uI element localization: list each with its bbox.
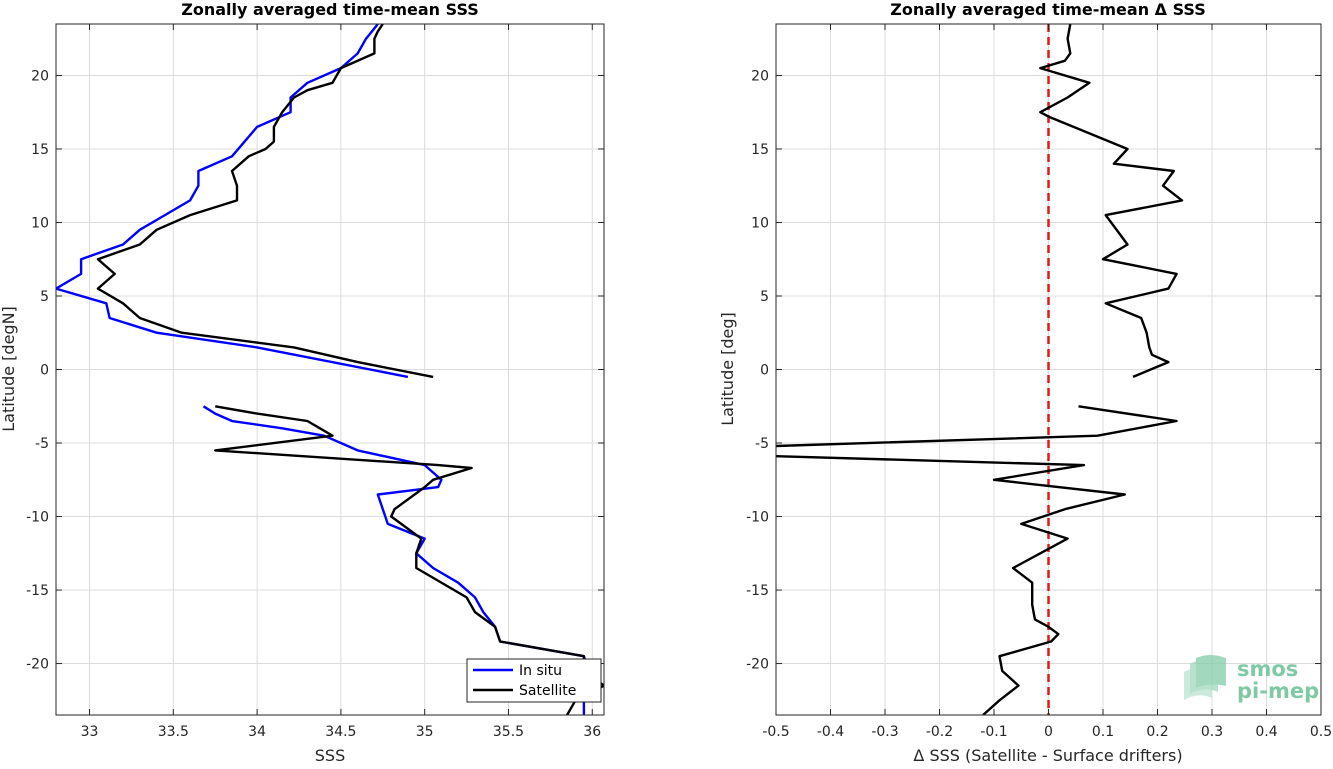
left-y-tick-label: 0 [40, 363, 49, 379]
right-x-axis-label: Δ SSS (Satellite - Surface drifters) [913, 746, 1182, 765]
logo-text-pi-mep: pi-mep [1237, 679, 1319, 703]
left-x-tick-label: 36 [583, 724, 601, 740]
right-panel: -0.5 -0.4 -0.3 -0.2 -0.1 0 0.1 0.2 0.3 0.4 0.5 -20 -… [718, 0, 1332, 765]
right-series-line-delta-sss [1039, 24, 1184, 379]
left-x-axis-label: SSS [315, 746, 345, 765]
right-y-tick-label: 20 [751, 68, 769, 84]
left-series-line-satellite [96, 24, 434, 379]
right-x-tick-label: -0.5 [762, 724, 789, 740]
left-grid [56, 24, 604, 715]
left-x-tick-label: 35.5 [493, 724, 524, 740]
legend-label-in-situ: In situ [519, 663, 562, 679]
right-x-tick-label: -0.2 [926, 724, 953, 740]
right-y-tick-label: -5 [755, 436, 769, 452]
left-x-tick-label: 35 [416, 724, 434, 740]
left-x-tick-label: 34.5 [325, 724, 356, 740]
right-y-tick-label: 15 [751, 142, 769, 158]
right-y-tick-label: 10 [751, 215, 769, 231]
right-x-tick-label: -0.4 [817, 724, 844, 740]
right-x-tick-label: 0.5 [1310, 724, 1332, 740]
legend: In situ Satellite [466, 658, 602, 703]
left-x-tick-label: 33.5 [158, 724, 189, 740]
right-x-tick-label: 0.3 [1201, 724, 1223, 740]
left-y-tick-label: 5 [40, 289, 49, 305]
right-x-tick-label: -0.3 [871, 724, 898, 740]
right-y-tick-label: 0 [760, 363, 769, 379]
left-y-tick-label: 20 [31, 68, 49, 84]
right-title: Zonally averaged time-mean Δ SSS [890, 0, 1206, 19]
right-x-tick-label: -0.1 [980, 724, 1007, 740]
right-y-tick-label: 5 [760, 289, 769, 305]
right-series-line-delta-sss [776, 455, 1127, 715]
right-x-tick-label: 0 [1044, 724, 1053, 740]
right-data-lines [776, 24, 1184, 715]
right-series-line-delta-sss [776, 405, 1178, 448]
left-title: Zonally averaged time-mean SSS [181, 0, 479, 19]
left-x-tick-label: 33 [81, 724, 99, 740]
left-y-tick-label: -5 [35, 436, 49, 452]
left-panel: 33 33.5 34 34.5 35 35.5 36-20-15-10-505101520 … [0, 0, 605, 765]
right-y-axis-label: Latitude [deg] [718, 312, 737, 426]
logo-waves-icon [1184, 655, 1226, 700]
right-x-tick-label: 0.4 [1255, 724, 1277, 740]
right-y-tick-label: -10 [746, 510, 769, 526]
right-x-tick-label: 0.2 [1146, 724, 1168, 740]
left-y-tick-label: -10 [26, 510, 49, 526]
right-y-tick-label: -20 [746, 657, 769, 673]
right-y-tick-label: -15 [746, 583, 769, 599]
left-ticks: 33 33.5 34 34.5 35 35.5 36 -20 -15 -10 -5 0 5 10 15 20 [26, 24, 604, 740]
right-x-tick-label: 0.1 [1092, 724, 1114, 740]
right-ticks: -0.5 -0.4 -0.3 -0.2 -0.1 0 0.1 0.2 0.3 0.4 0.5 -20 -… [746, 24, 1332, 740]
legend-box [466, 658, 602, 703]
left-y-tick-label: -20 [26, 657, 49, 673]
smos-pi-mep-logo: smos pi-mep [1184, 655, 1319, 703]
left-y-tick-label: 15 [31, 142, 49, 158]
left-x-tick-label: 34 [248, 724, 266, 740]
logo-text-smos: smos [1237, 657, 1298, 681]
legend-label-satellite: Satellite [519, 683, 576, 699]
left-y-tick-label: -15 [26, 583, 49, 599]
left-y-tick-label: 10 [31, 215, 49, 231]
left-y-axis-label: Latitude [degN] [0, 306, 18, 432]
